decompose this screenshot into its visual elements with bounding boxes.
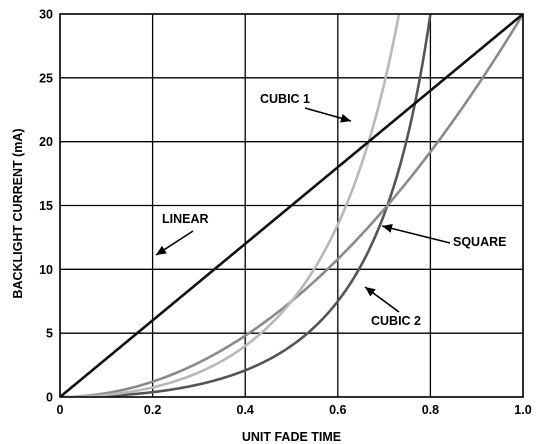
y-tick-labels: 0 5 10 15 20 25 30: [39, 8, 53, 405]
x-axis-title: UNIT FADE TIME: [242, 430, 341, 444]
annotation-arrow-cubic-2: [364, 286, 400, 313]
curve-label-linear: LINEAR: [162, 212, 209, 226]
y-tick-label: 10: [39, 263, 53, 277]
series-linear-line: [60, 14, 523, 397]
series-cubic-2-line: [60, 14, 432, 397]
annotation-arrow-linear: [155, 230, 194, 256]
plot-frame: [59, 13, 524, 398]
x-tick-label: 0.6: [329, 403, 346, 417]
y-tick-label: 25: [39, 71, 53, 85]
annotation-arrow-square: [381, 224, 451, 244]
y-tick-label: 5: [46, 327, 53, 341]
series-cubic-1-line: [60, 14, 401, 397]
curve-labels: CUBIC 1 LINEAR SQUARE CUBIC 2: [162, 92, 506, 328]
x-tick-labels: 0 0.2 0.4 0.6 0.8 1.0: [57, 403, 532, 417]
x-tick-label: 1.0: [514, 403, 531, 417]
x-tick-label: 0.4: [237, 403, 254, 417]
y-tick-label: 0: [46, 391, 53, 405]
annotation-arrow-cubic-1: [304, 107, 352, 123]
x-tick-label: 0: [57, 403, 64, 417]
annotation-arrows: [155, 107, 451, 313]
x-tick-label: 0.8: [422, 403, 439, 417]
y-axis-title: BACKLIGHT CURRENT (mA): [11, 128, 25, 298]
curve-label-cubic-2: CUBIC 2: [371, 314, 421, 328]
y-tick-label: 30: [39, 8, 53, 22]
curve-label-square: SQUARE: [453, 235, 506, 249]
y-tick-label: 20: [39, 135, 53, 149]
y-tick-label: 15: [39, 199, 53, 213]
curves: [60, 14, 523, 397]
x-tick-label: 0.2: [144, 403, 161, 417]
curve-label-cubic-1: CUBIC 1: [260, 92, 310, 106]
